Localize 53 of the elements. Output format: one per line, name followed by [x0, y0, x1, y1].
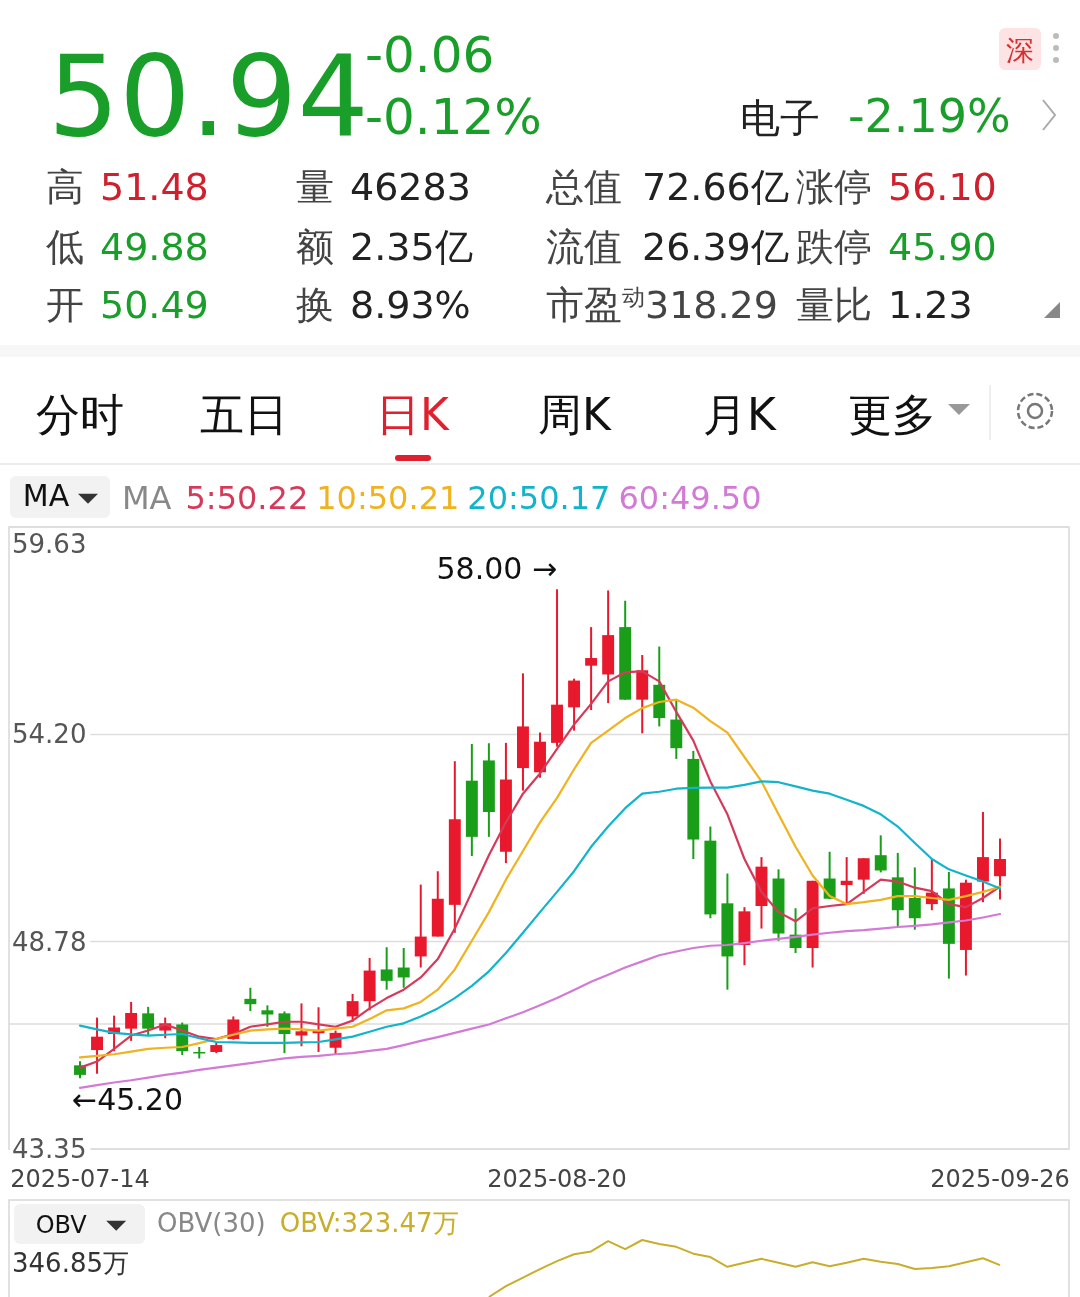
text: 49.88 [100, 225, 209, 269]
text: 5:50.22 [185, 479, 309, 517]
x-tick-label: 2025-09-26 [930, 1165, 1070, 1193]
x-tick-label: 2025-08-20 [487, 1165, 627, 1193]
text: 月K [703, 389, 777, 440]
text: 8.93% [350, 283, 471, 327]
y-tick-label: 59.63 [12, 529, 87, 559]
text: 总值 [545, 165, 622, 209]
text: 换 [296, 283, 334, 327]
text: MA [22, 478, 70, 514]
text: 额 [296, 225, 334, 269]
text: 日K [376, 389, 450, 440]
text: 流值 [546, 225, 622, 269]
text: 分时 [36, 389, 124, 440]
y-tick-label: 43.35 [12, 1134, 87, 1164]
text: 46283 [350, 165, 471, 209]
text: 56.10 [888, 165, 997, 209]
text: 10:50.21 [316, 479, 460, 517]
text: 开 [46, 283, 84, 327]
text: 60:49.50 [618, 479, 762, 517]
y-tick-label: 54.20 [12, 719, 87, 750]
chart-title: MA [122, 479, 172, 517]
text: 电子 [740, 95, 820, 141]
text: 更多 [848, 389, 936, 440]
x-tick-label: 2025-07-14 [10, 1165, 150, 1193]
chart-title: OBV(30) [157, 1208, 266, 1238]
text: 45.90 [888, 225, 997, 269]
text: 50.49 [100, 283, 209, 327]
text: OBV [35, 1210, 88, 1239]
text: 五日 [200, 389, 288, 440]
text: 量 [296, 165, 334, 209]
text: 2.35亿 [350, 225, 473, 269]
text: OBV:323.47万 [279, 1208, 459, 1238]
text: 26.39亿 [642, 225, 789, 269]
text: 涨停 [796, 165, 872, 209]
text: 深 [1006, 34, 1034, 67]
text: -2.19% [848, 89, 1011, 143]
text: 量比 [796, 283, 872, 327]
text: -0.12% [365, 88, 542, 146]
text: 51.48 [100, 165, 209, 209]
text: 低 [46, 225, 84, 269]
annotation: ←45.20 [72, 1082, 184, 1118]
text: 20:50.17 [467, 479, 611, 517]
text: 72.66亿 [642, 165, 789, 209]
y-tick-label: 48.78 [12, 926, 87, 957]
annotation: 58.00 → [436, 551, 558, 587]
annotation: 346.85万 [12, 1248, 129, 1278]
text: 市盈$^{动}$318.29 [546, 283, 778, 327]
text: 跌停 [796, 225, 872, 269]
text: 1.23 [888, 283, 973, 327]
text: 周K [538, 389, 612, 440]
text: -0.06 [365, 26, 495, 84]
text: 高 [46, 165, 84, 209]
